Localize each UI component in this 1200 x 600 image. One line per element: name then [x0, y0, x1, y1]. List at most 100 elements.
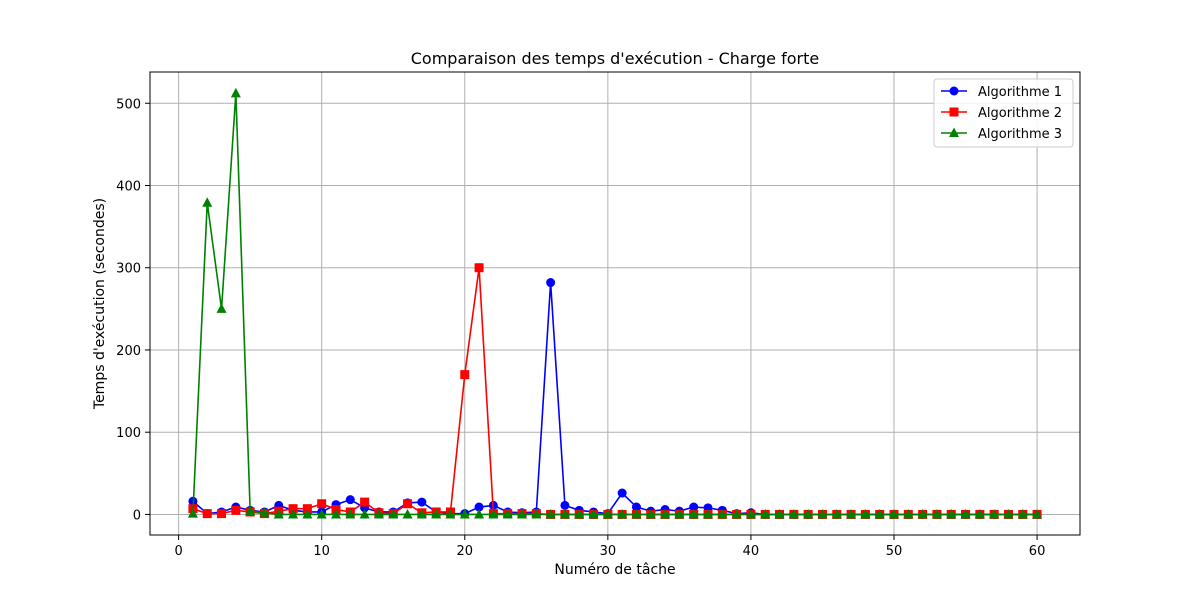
data-point [474, 502, 484, 512]
legend-label: Algorithme 2 [978, 106, 1062, 121]
data-point [502, 508, 513, 519]
data-point [689, 502, 699, 512]
legend-item: Algorithme 3 [941, 127, 1062, 142]
data-point [674, 508, 685, 519]
data-point [445, 508, 456, 519]
series-3 [187, 87, 1043, 519]
data-point [817, 508, 828, 519]
data-point [831, 508, 842, 519]
data-point [717, 508, 728, 519]
data-point [317, 499, 327, 509]
legend: Algorithme 1 Algorithme 2 Algorithme 3 [933, 78, 1074, 148]
y-tick-label: 300 [116, 262, 141, 277]
data-point [874, 508, 885, 519]
y-axis-label: Temps d'exécution (secondes) [92, 198, 108, 410]
data-point [331, 508, 341, 519]
data-point [402, 508, 413, 519]
data-point [989, 508, 1000, 519]
data-point [703, 508, 713, 519]
data-point [731, 508, 742, 519]
data-point [803, 508, 814, 519]
data-point [459, 508, 470, 519]
data-point [617, 488, 627, 498]
data-point [245, 505, 256, 516]
data-point [788, 508, 799, 519]
data-point [574, 508, 585, 519]
data-point [559, 508, 570, 519]
x-tick-label: 0 [174, 544, 182, 559]
legend-item: Algorithme 2 [941, 106, 1062, 121]
y-tick-label: 100 [116, 426, 141, 441]
data-point [903, 508, 914, 519]
data-point [373, 508, 384, 519]
data-point [474, 263, 484, 273]
data-point [187, 508, 198, 518]
data-point [302, 508, 313, 519]
data-point [202, 509, 212, 519]
data-point [288, 504, 298, 514]
data-point [474, 508, 485, 519]
x-tick-label: 30 [600, 544, 617, 559]
plot-area-frame [149, 71, 1081, 536]
data-point [946, 508, 957, 519]
x-tick-label: 60 [1029, 544, 1046, 559]
data-point [231, 505, 241, 515]
data-point [273, 508, 284, 519]
data-point [417, 497, 427, 507]
legend-box [933, 78, 1074, 148]
data-point [230, 87, 241, 98]
data-point [431, 508, 442, 519]
data-point [931, 508, 942, 519]
data-point [846, 508, 857, 519]
data-point [688, 508, 699, 519]
data-point [974, 508, 985, 519]
data-point [617, 508, 628, 519]
data-point [360, 497, 370, 507]
data-point [345, 508, 356, 519]
legend-item: Algorithme 1 [941, 85, 1062, 100]
data-point [546, 278, 556, 288]
data-point [388, 508, 399, 519]
square-marker-icon [949, 107, 959, 117]
circle-marker-icon [949, 86, 959, 96]
data-point [517, 508, 527, 519]
data-point [403, 499, 413, 509]
data-point [745, 508, 756, 519]
data-point [302, 504, 312, 514]
data-point [1017, 508, 1028, 519]
data-point [560, 500, 570, 510]
data-point [1003, 508, 1014, 519]
data-point [602, 508, 613, 519]
data-point [460, 370, 470, 380]
data-point [545, 508, 556, 519]
data-point [345, 495, 355, 505]
data-point [216, 303, 227, 313]
data-point [917, 508, 928, 519]
data-point [631, 502, 641, 512]
data-point [288, 508, 299, 519]
data-point [660, 508, 671, 519]
data-point [960, 508, 971, 519]
y-tick-label: 400 [116, 179, 141, 194]
series-layer [187, 87, 1043, 519]
data-point [359, 508, 370, 519]
data-point [488, 508, 499, 519]
chart-title: Comparaison des temps d'exécution - Char… [411, 49, 819, 68]
data-point [760, 508, 771, 519]
x-tick-label: 20 [456, 544, 473, 559]
data-point [588, 508, 599, 519]
x-tick-label: 10 [313, 544, 330, 559]
triangle-marker-icon [949, 127, 959, 137]
data-point [217, 509, 227, 519]
data-point [416, 508, 427, 519]
data-point [774, 508, 785, 519]
axis-ticks: 0 10 20 30 40 50 60 0 100 200 300 400 500 [116, 97, 1045, 559]
legend-label: Algorithme 3 [978, 127, 1062, 142]
data-point [259, 507, 270, 517]
x-tick-label: 50 [886, 544, 903, 559]
data-point [202, 197, 213, 207]
data-point [860, 508, 871, 519]
x-axis-label: Numéro de tâche [554, 562, 675, 578]
data-point [889, 508, 899, 519]
